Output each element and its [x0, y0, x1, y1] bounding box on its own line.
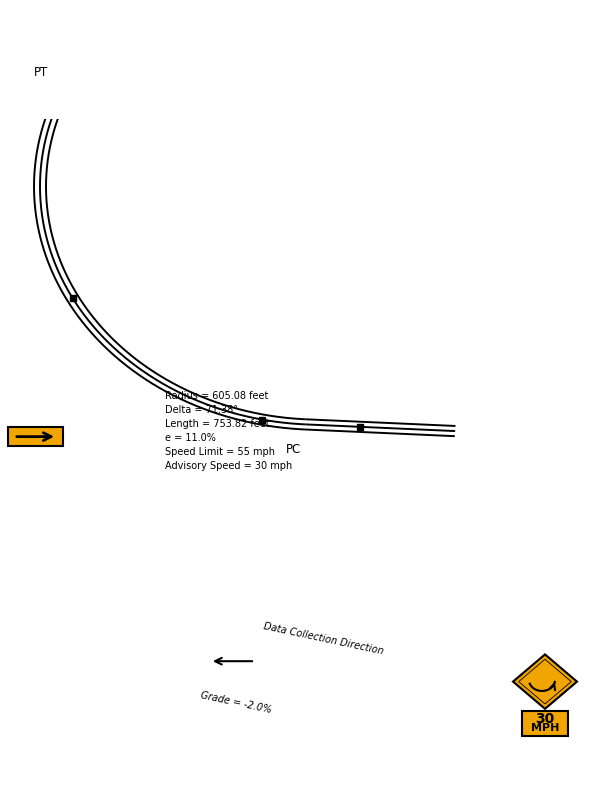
Text: PT: PT — [34, 66, 48, 79]
FancyBboxPatch shape — [539, 0, 581, 5]
Text: 30: 30 — [535, 712, 555, 726]
Polygon shape — [513, 654, 577, 709]
Text: Radius = 605.08 feet
Delta = 71.38°
Length = 753.82 feet
e = 11.0%
Speed Limit =: Radius = 605.08 feet Delta = 71.38° Leng… — [165, 391, 292, 471]
Text: MPH: MPH — [531, 723, 559, 733]
Text: PC: PC — [286, 443, 301, 456]
FancyBboxPatch shape — [8, 427, 63, 446]
Text: Data Collection Direction: Data Collection Direction — [263, 621, 385, 656]
FancyBboxPatch shape — [522, 710, 568, 736]
Text: Grade = -2.0%: Grade = -2.0% — [200, 690, 273, 715]
